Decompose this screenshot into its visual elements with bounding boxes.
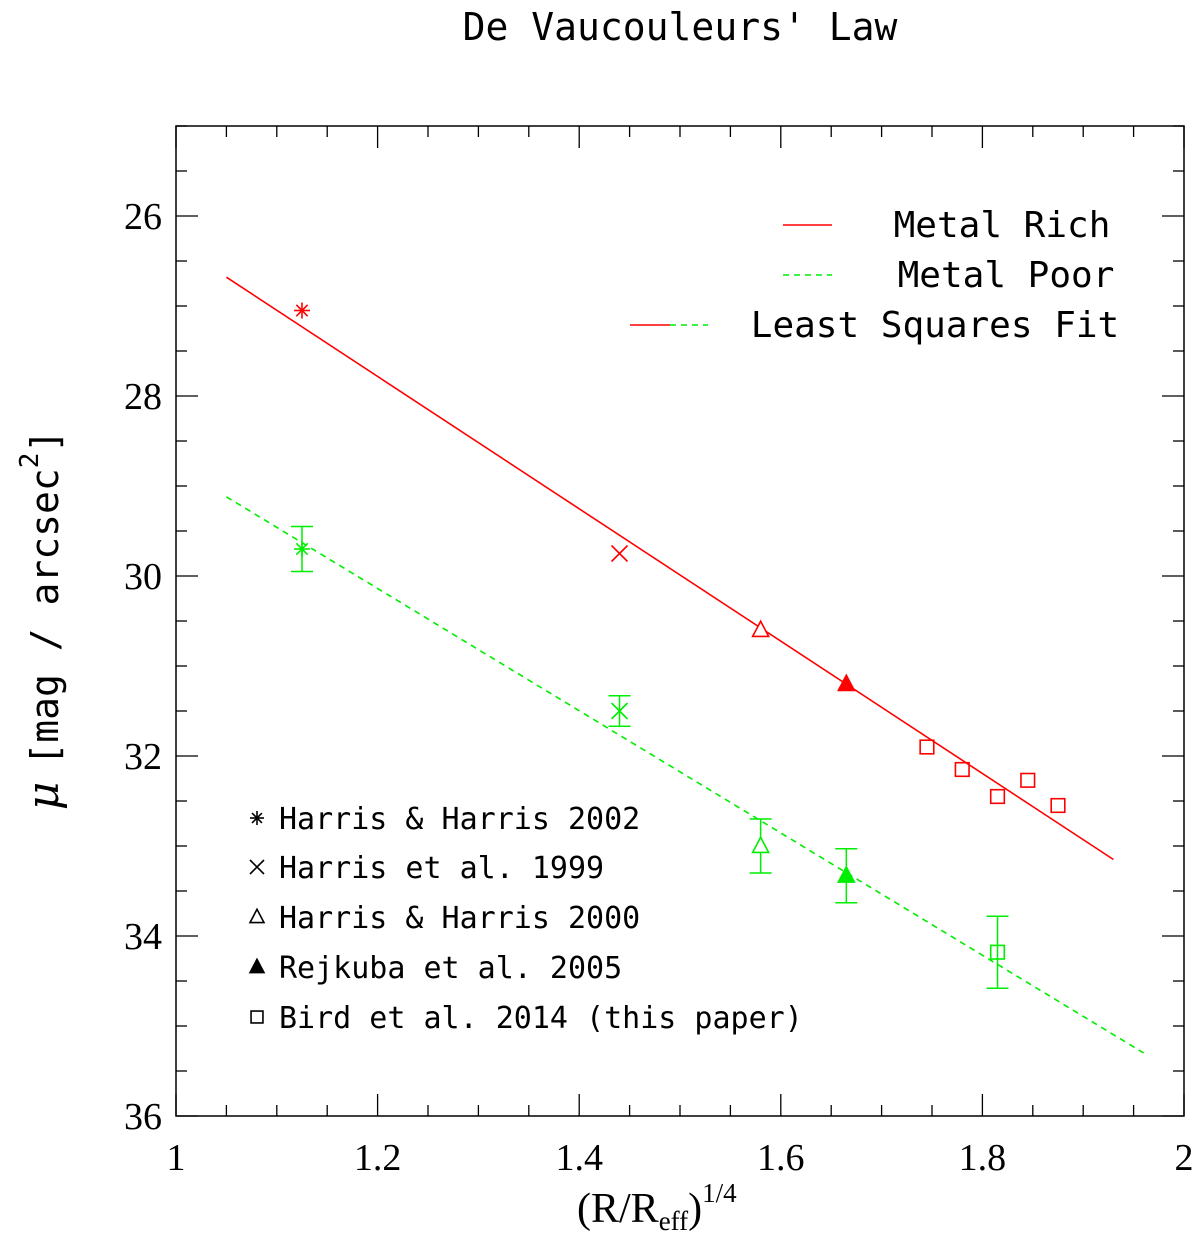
triangle-shape: [248, 907, 266, 924]
square-shape: [989, 944, 1006, 960]
y-tick-label: 28: [124, 376, 162, 418]
legend: Metal Rich Metal Poor Least Squares Fit: [630, 205, 1119, 346]
svg-text:(R/Reff)1/4: (R/Reff)1/4: [577, 1178, 737, 1235]
cross-stroke: [610, 702, 629, 720]
svg-text:μ[mag / arcsec2]: μ[mag / arcsec2]: [15, 430, 69, 811]
x-tick-label: 2: [1175, 1137, 1194, 1179]
metal-rich-point: [954, 761, 970, 778]
key-marker-asterisk: [250, 811, 264, 825]
x-tick-label: 1.6: [757, 1137, 805, 1179]
square-shape: [919, 739, 935, 755]
legend-label-metal-rich: Metal Rich: [894, 205, 1111, 246]
metal-rich-point: [751, 619, 770, 638]
triangle-shape: [248, 957, 266, 974]
metal-rich-point: [610, 544, 629, 563]
metal-poor-point: [751, 835, 770, 854]
metal-poor-fit-line: [225, 496, 1145, 1054]
y-axis-label: μ[mag / arcsec2]: [15, 430, 69, 811]
y-tick-label: 30: [124, 556, 162, 598]
key-marker-square-open: [250, 1010, 264, 1024]
y-tick-label: 34: [124, 916, 162, 958]
axis-ticks: [175, 125, 1185, 1117]
metal-poor-point: [989, 944, 1006, 960]
x-tick-label: 1.4: [555, 1137, 603, 1179]
metal-rich-point: [1050, 797, 1066, 814]
cross-stroke: [610, 544, 629, 563]
metal-rich-point: [1020, 772, 1036, 788]
key-label: Harris & Harris 2002: [279, 802, 640, 837]
y-tick-label: 26: [124, 196, 162, 238]
key-label: Rejkuba et al. 2005: [279, 951, 622, 986]
x-tick-label: 1: [167, 1137, 186, 1179]
square-shape: [1020, 772, 1036, 788]
metal-rich-point: [919, 739, 935, 755]
metal-rich-point: [989, 788, 1006, 805]
axis-tick-labels: 1 1.2 1.4 1.6 1.8 2 26 28 30 32 34 36: [124, 196, 1194, 1179]
asterisk-stroke: [251, 812, 263, 824]
triangle-shape: [836, 673, 856, 692]
x-tick-label: 1.2: [354, 1137, 402, 1179]
square-shape: [1050, 797, 1066, 814]
key-label: Harris et al. 1999: [279, 851, 604, 886]
marker-key: Harris & Harris 2002 Harris et al. 1999 Ha…: [248, 802, 803, 1036]
y-tick-label: 32: [124, 736, 162, 778]
x-axis-label: (R/Reff)1/4: [577, 1178, 737, 1235]
key-marker-triangle-filled: [248, 957, 266, 974]
x-tick-label: 1.8: [959, 1137, 1007, 1179]
asterisk-stroke: [295, 542, 309, 556]
triangle-shape: [751, 835, 770, 854]
square-shape: [250, 1010, 264, 1024]
metal-rich-point: [836, 673, 856, 692]
key-marker-cross: [249, 859, 265, 875]
key-marker-triangle-open: [248, 907, 266, 924]
key-label: Bird et al. 2014 (this paper): [279, 1001, 803, 1036]
metal-poor-point: [610, 702, 629, 720]
asterisk-stroke: [295, 304, 309, 317]
metal-poor-point: [294, 541, 310, 557]
metal-rich-point: [294, 302, 310, 319]
triangle-shape: [836, 865, 856, 883]
square-shape: [989, 788, 1006, 805]
legend-label-fit: Least Squares Fit: [751, 305, 1119, 346]
key-label: Harris & Harris 2000: [279, 901, 640, 936]
chart-title: De Vaucouleurs' Law: [463, 5, 898, 49]
y-tick-label: 36: [124, 1096, 162, 1138]
square-shape: [954, 761, 970, 778]
cross-stroke: [249, 859, 265, 875]
triangle-shape: [751, 619, 770, 638]
fit-lines: [225, 276, 1145, 1054]
metal-rich-fit-line: [225, 276, 1114, 861]
metal-poor-point: [836, 865, 856, 883]
legend-label-metal-poor: Metal Poor: [898, 255, 1115, 296]
data-points: [291, 302, 1066, 989]
